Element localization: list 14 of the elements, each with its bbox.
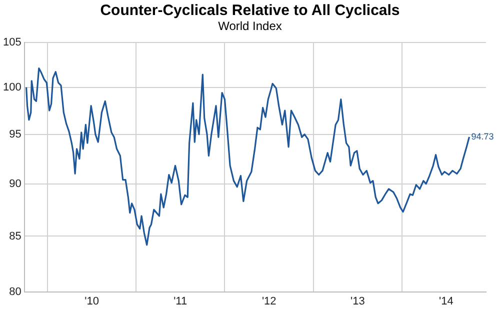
x-tick-label: '11 — [174, 295, 188, 308]
x-tick-label: '13 — [350, 295, 365, 308]
chart-subtitle: World Index — [217, 19, 283, 33]
y-tick-label: 80 — [9, 286, 22, 298]
x-tick-label: '14 — [439, 295, 454, 308]
y-tick-label: 100 — [2, 81, 22, 94]
y-tick-label: 95 — [9, 128, 22, 140]
y-tick-label: 105 — [2, 36, 22, 49]
y-tick-label: 85 — [9, 230, 22, 242]
chart-title: Counter-Cyclicals Relative to All Cyclicals — [99, 2, 401, 19]
x-tick-label: '12 — [262, 295, 276, 308]
annotation: 94.73 — [471, 131, 494, 142]
x-tick-label: '10 — [84, 295, 99, 308]
y-tick-label: 90 — [9, 178, 22, 190]
